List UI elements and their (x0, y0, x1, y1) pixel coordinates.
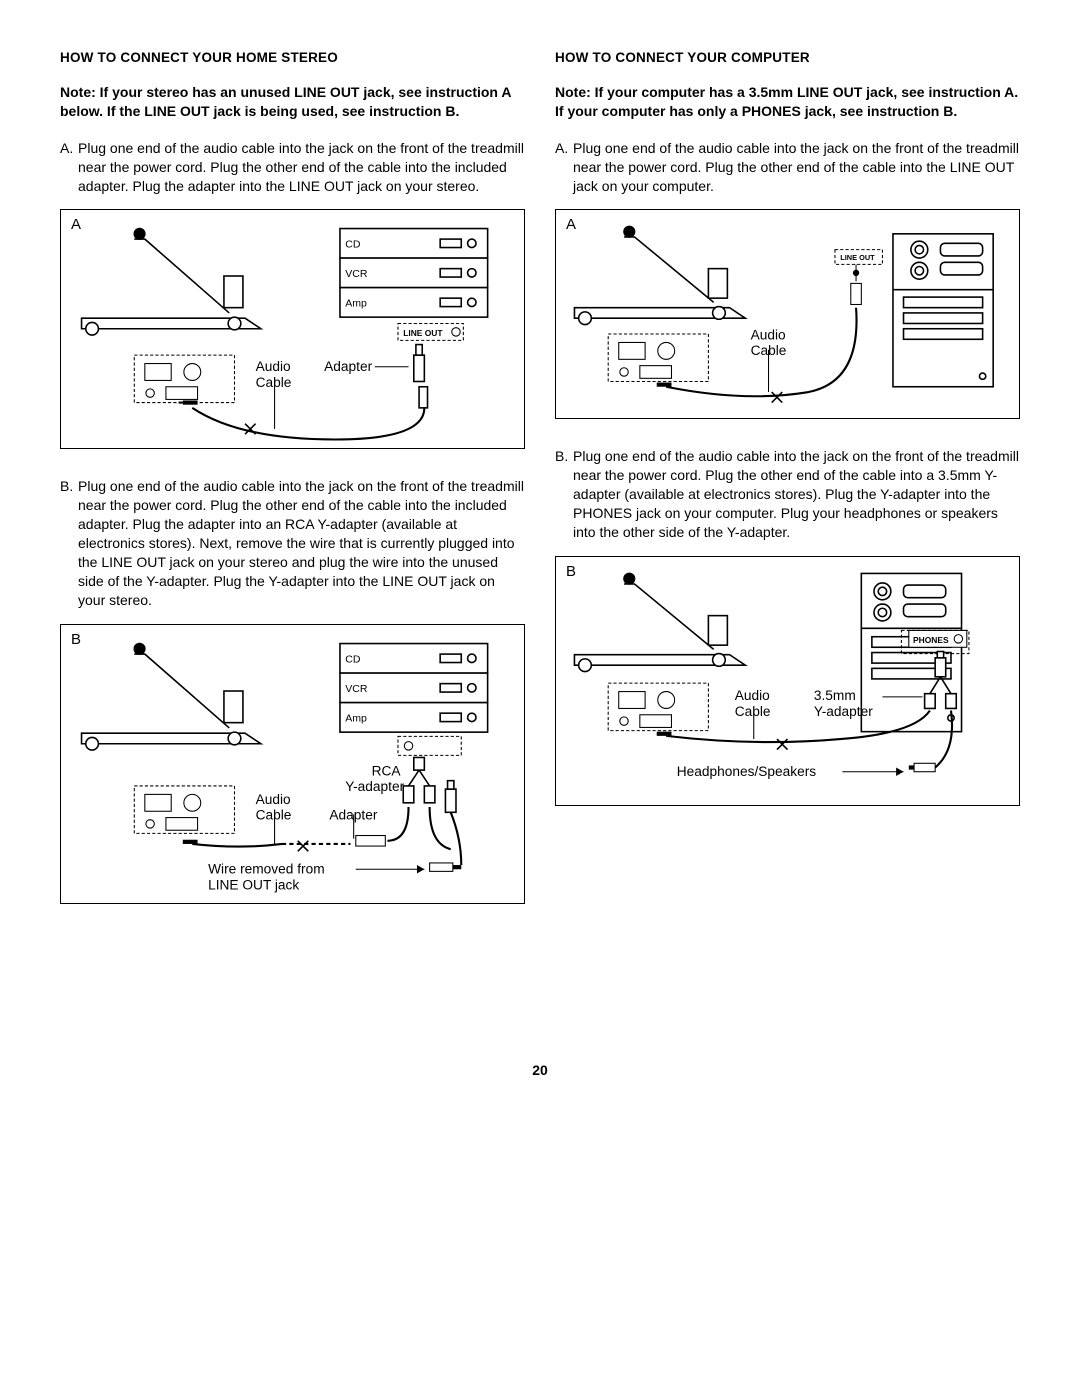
svg-text:Amp: Amp (345, 298, 367, 310)
right-heading: HOW TO CONNECT YOUR COMPUTER (555, 50, 1020, 65)
svg-text:Audio: Audio (256, 792, 291, 807)
right-step-a: A. Plug one end of the audio cable into … (555, 139, 1020, 196)
left-column: HOW TO CONNECT YOUR HOME STEREO Note: If… (60, 50, 525, 932)
left-note: Note: If your stereo has an unused LINE … (60, 83, 525, 121)
svg-text:Cable: Cable (735, 704, 771, 719)
svg-text:LINE OUT: LINE OUT (403, 329, 443, 339)
right-diagram-b: B (555, 556, 1020, 806)
left-heading: HOW TO CONNECT YOUR HOME STEREO (60, 50, 525, 65)
svg-text:PHONES: PHONES (913, 635, 949, 645)
page-number: 20 (60, 1062, 1020, 1078)
left-diagram-a: A CD VCR Amp (60, 209, 525, 449)
svg-text:Audio: Audio (751, 328, 786, 343)
svg-text:Audio: Audio (256, 359, 291, 374)
right-diagram-a: A (555, 209, 1020, 419)
svg-text:Adapter: Adapter (324, 359, 372, 374)
diagram-letter: A (566, 216, 576, 233)
right-column: HOW TO CONNECT YOUR COMPUTER Note: If yo… (555, 50, 1020, 932)
svg-text:3.5mm: 3.5mm (814, 688, 856, 703)
page-columns: HOW TO CONNECT YOUR HOME STEREO Note: If… (60, 50, 1020, 932)
diagram-letter: A (71, 216, 81, 233)
left-step-a: A. Plug one end of the audio cable into … (60, 139, 525, 196)
step-text: Plug one end of the audio cable into the… (78, 139, 525, 196)
svg-text:LINE OUT: LINE OUT (840, 254, 875, 263)
svg-text:Wire removed from: Wire removed from (208, 861, 324, 876)
right-note: Note: If your computer has a 3.5mm LINE … (555, 83, 1020, 121)
step-letter: A. (555, 139, 573, 196)
svg-text:Amp: Amp (345, 712, 367, 724)
diagram-letter: B (71, 631, 81, 648)
svg-text:LINE OUT jack: LINE OUT jack (208, 877, 299, 892)
svg-text:Y-adapter: Y-adapter (814, 704, 873, 719)
step-letter: B. (555, 447, 573, 541)
step-text: Plug one end of the audio cable into the… (573, 447, 1020, 541)
svg-text:VCR: VCR (345, 683, 368, 695)
svg-text:Y-adapter: Y-adapter (345, 779, 404, 794)
left-diagram-b: B CD VCR Amp (60, 624, 525, 904)
svg-text:CD: CD (345, 239, 361, 251)
computer-diagram-a-svg: LINE OUT Audio Cable (566, 218, 1009, 418)
step-letter: B. (60, 477, 78, 609)
svg-text:Cable: Cable (256, 807, 292, 822)
svg-text:RCA: RCA (372, 763, 402, 778)
svg-text:VCR: VCR (345, 269, 368, 281)
computer-diagram-b-svg: PHONES Audio (566, 565, 1009, 808)
svg-text:Headphones/Speakers: Headphones/Speakers (677, 764, 817, 779)
svg-text:Audio: Audio (735, 688, 770, 703)
stereo-diagram-a-svg: CD VCR Amp LINE OUT Audio (71, 218, 514, 450)
stereo-diagram-b-svg: CD VCR Amp (71, 633, 514, 907)
step-text: Plug one end of the audio cable into the… (78, 477, 525, 609)
diagram-letter: B (566, 563, 576, 580)
left-step-b: B. Plug one end of the audio cable into … (60, 477, 525, 609)
step-letter: A. (60, 139, 78, 196)
svg-text:CD: CD (345, 653, 361, 665)
svg-text:Cable: Cable (256, 375, 292, 390)
right-step-b: B. Plug one end of the audio cable into … (555, 447, 1020, 541)
step-text: Plug one end of the audio cable into the… (573, 139, 1020, 196)
